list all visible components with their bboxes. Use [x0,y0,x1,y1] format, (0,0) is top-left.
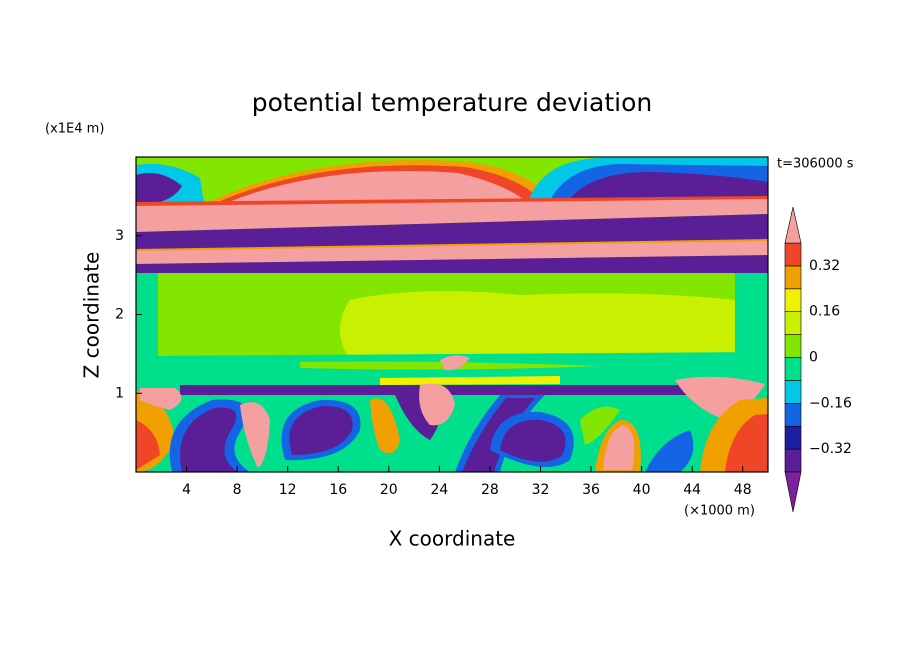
colorbar-label: −0.16 [809,395,852,411]
y-tick-label: 2 [115,307,124,323]
x-tick-label: 48 [734,482,752,498]
colorbar-box [784,288,802,312]
contour-region [289,405,353,455]
contour-region [645,430,694,472]
x-tick-label: 24 [430,482,448,498]
colorbar-low [784,471,802,513]
colorbar-high [784,206,802,244]
x-tick-label: 16 [329,482,347,498]
x-tick-label: 20 [380,482,398,498]
colorbar-box [784,334,802,358]
x-tick-label: 36 [582,482,600,498]
colorbar-box [784,242,802,267]
colorbar-label: 0 [809,350,818,366]
contour-region [500,419,566,462]
contour-region [136,241,768,265]
colorbar-box [784,265,802,290]
contour-region [240,402,270,468]
contour-region [180,385,740,395]
x-tick-label: 4 [182,482,191,498]
colorbar-box [784,357,802,381]
contour-region [180,407,238,472]
x-tick-label: 44 [683,482,701,498]
contour-region [136,173,182,206]
y-unit: (x1E4 m) [45,122,104,137]
contour-region [136,255,768,273]
contour-region [136,352,768,393]
x-unit: (×1000 m) [684,504,755,519]
colorbar-box [784,402,802,427]
contour-region [340,291,735,360]
time-label: t=306000 s [777,157,854,172]
colorbar-box [784,448,802,473]
contour-region [419,383,455,426]
colorbar-label: −0.32 [809,441,852,457]
x-tick-label: 28 [481,482,499,498]
contour-region [140,388,182,410]
x-tick-label: 32 [532,482,550,498]
x-tick-label: 12 [279,482,297,498]
chart-title: potential temperature deviation [252,88,652,117]
y-axis-label: Z coordinate [80,252,104,379]
contour-region [725,414,768,472]
colorbar-box [784,425,802,450]
contour-region [136,214,768,250]
contour-region [136,199,768,232]
y-tick-label: 3 [115,228,124,244]
y-tick-label: 1 [115,385,124,401]
colorbar-label: 0.16 [809,304,840,320]
contour-region [136,420,160,470]
colorbar-box [784,311,802,335]
x-tick-label: 40 [633,482,651,498]
colorbar-box [784,380,802,404]
colorbar-label: 0.32 [809,258,840,274]
x-tick-label: 8 [233,482,242,498]
contour-region [603,425,635,470]
contour-region [370,398,400,454]
contour-region [580,406,620,445]
contour-field [136,157,768,472]
x-axis-label: X coordinate [389,527,516,551]
contour-region [440,355,470,371]
contour-region [380,376,560,385]
